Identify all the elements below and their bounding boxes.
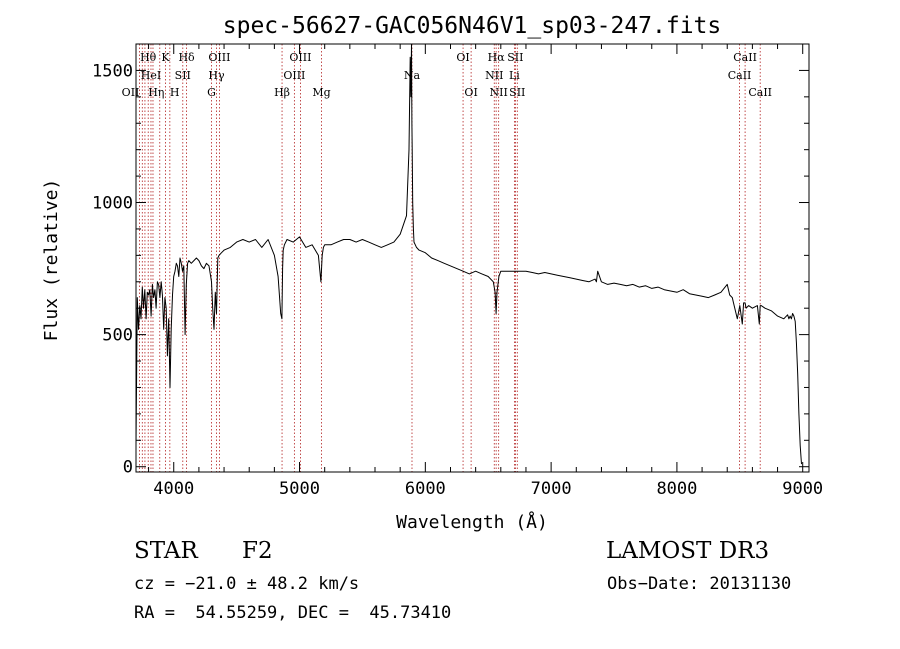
spectral-line-markers	[138, 44, 761, 472]
spectral-line-label: OI	[456, 51, 469, 64]
spectral-line-label: Hγ	[208, 69, 225, 82]
spectral-line-label: OIII	[283, 69, 305, 82]
spectral-line-label: Hδ	[178, 51, 195, 64]
spectral-line-label: OIII	[289, 51, 311, 64]
spectral-line-label: HeI	[141, 69, 161, 82]
x-axis-label: Wavelength (Å)	[396, 511, 548, 533]
coordinates: RA = 54.55259, DEC = 45.73410	[134, 603, 452, 623]
spectral-line-label: OI	[464, 86, 477, 99]
spectral-line-label: SII	[507, 51, 523, 64]
chart-title: spec-56627-GAC056N46V1_sp03-247.fits	[223, 13, 722, 39]
axes: 4000 5000 6000 7000 8000 9000 0 500 1000 1500	[92, 44, 823, 499]
spectral-line-label: Na	[404, 69, 421, 82]
x-tick-label: 7000	[531, 479, 572, 499]
y-tick-label: 500	[102, 326, 133, 346]
x-tick-label: 5000	[279, 479, 320, 499]
y-axis-label: Flux (relative)	[41, 179, 62, 342]
spectral-line-label: CaII	[733, 51, 757, 64]
y-tick-label: 0	[123, 458, 133, 478]
spectral-line-label: G	[207, 86, 216, 99]
spectral-line-label: Mg	[312, 86, 330, 99]
object-class: STAR	[134, 538, 198, 564]
spectral-line-label: Hη	[148, 86, 164, 99]
flux-series	[135, 43, 802, 465]
spectral-line-label: Hα	[488, 51, 506, 64]
spectral-line-label: CaII	[728, 69, 752, 82]
x-tick-label: 8000	[656, 479, 697, 499]
spectral-line-label: NII	[485, 69, 503, 82]
x-tick-label: 9000	[782, 479, 823, 499]
spectral-line-label: SII	[175, 69, 191, 82]
x-tick-label: 6000	[405, 479, 446, 499]
spectral-line-label: Li	[509, 69, 520, 82]
spectral-line-label: CaII	[748, 86, 772, 99]
redshift-velocity: cz = −21.0 ± 48.2 km/s	[134, 574, 360, 594]
y-tick-label: 1000	[92, 194, 133, 214]
y-tick-label: 1500	[92, 61, 133, 81]
plot-frame	[135, 43, 810, 473]
object-subclass: F2	[242, 538, 273, 564]
spectral-line-label: H	[170, 86, 180, 99]
spectral-line-label: OIII	[208, 51, 230, 64]
spectral-line-label: OII	[122, 86, 140, 99]
x-tick-label: 4000	[153, 479, 194, 499]
survey-label: LAMOST DR3	[606, 538, 770, 564]
spectral-line-label: SII	[509, 86, 525, 99]
spectral-line-label: K	[161, 51, 170, 64]
observation-date: Obs−Date: 20131130	[607, 574, 792, 594]
flux-line	[135, 43, 802, 465]
spectral-line-label: NII	[490, 86, 508, 99]
spectral-line-label: Hβ	[274, 86, 290, 99]
spectral-line-label: Hθ	[140, 51, 157, 64]
